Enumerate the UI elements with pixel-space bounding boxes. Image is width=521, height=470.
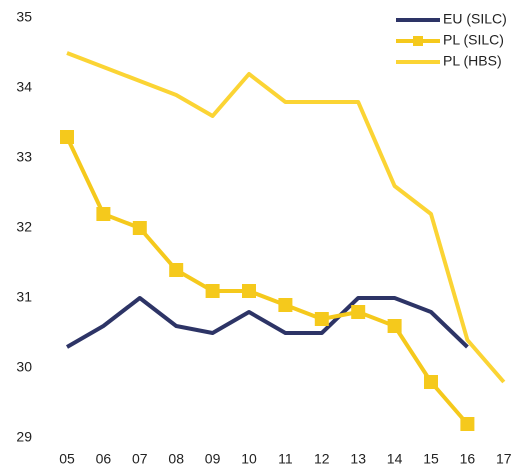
series-marker — [424, 375, 438, 389]
x-tick-label: 17 — [496, 451, 512, 467]
y-tick-label: 30 — [16, 359, 32, 375]
x-tick-label: 09 — [205, 451, 221, 467]
y-tick-label: 33 — [16, 149, 32, 165]
legend-marker — [413, 36, 423, 46]
series-line — [66, 296, 469, 349]
series-marker — [351, 305, 366, 319]
series-marker — [60, 130, 74, 144]
series-marker — [387, 319, 402, 333]
y-tick-label: 35 — [16, 9, 32, 25]
x-tick-label: 14 — [387, 451, 403, 467]
x-tick-label: 08 — [168, 451, 184, 467]
x-tick-label: 06 — [96, 451, 112, 467]
legend-label: PL (HBS) — [443, 53, 502, 69]
y-tick-label: 34 — [16, 79, 32, 95]
series-marker — [242, 284, 256, 298]
x-tick-label: 13 — [350, 451, 366, 467]
series-marker — [460, 417, 475, 431]
y-tick-label: 32 — [16, 219, 32, 235]
x-tick-label: 12 — [314, 451, 330, 467]
series-line — [66, 51, 506, 384]
series-line — [65, 136, 469, 426]
x-tick-label: 10 — [241, 451, 257, 467]
series-marker — [96, 207, 111, 221]
y-tick-label: 31 — [16, 289, 32, 305]
series-marker — [169, 263, 184, 277]
x-tick-label: 16 — [460, 451, 476, 467]
legend-label: EU (SILC) — [443, 11, 507, 27]
series-marker — [132, 221, 147, 235]
x-tick-label: 07 — [132, 451, 148, 467]
x-tick-label: 11 — [278, 451, 293, 467]
y-tick-label: 29 — [16, 429, 32, 445]
series-marker — [205, 284, 220, 298]
series-marker — [278, 298, 293, 312]
x-tick-label: 15 — [423, 451, 439, 467]
legend-label: PL (SILC) — [443, 32, 504, 48]
x-tick-label: 05 — [59, 451, 75, 467]
series-marker — [314, 312, 329, 326]
